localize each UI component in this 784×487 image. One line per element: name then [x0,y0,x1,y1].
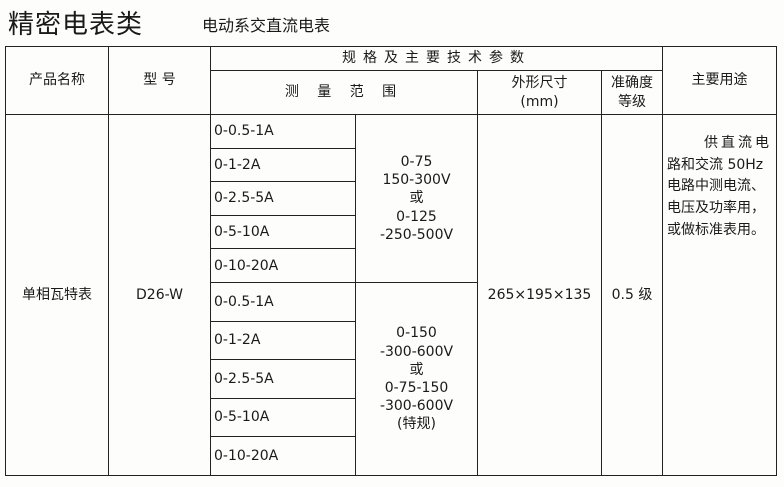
current-range: 0-1-2A [210,147,356,183]
current-range: 0-0.5-1A [210,114,356,149]
header-range: 测 量 范 围 [210,70,478,115]
current-range: 0-0.5-1A [210,282,356,322]
header-model: 型 号 [108,46,211,115]
header-name: 产品名称 [5,46,109,115]
size-unit: (mm) [520,93,559,110]
current-range: 0-10-20A [210,248,356,284]
accuracy-label: 准确度 [611,75,653,92]
header-usage: 主要用途 [662,46,777,115]
current-range: 0-2.5-5A [210,359,356,399]
header-spec: 规格及主要技术参数 [210,46,663,71]
current-range: 0-5-10A [210,214,356,250]
current-range: 0-2.5-5A [210,181,356,216]
accuracy-class: 0.5 级 [601,114,663,476]
current-range: 0-1-2A [210,320,356,361]
spec-table: 产品名称 型 号 规格及主要技术参数 主要用途 测 量 范 围 外形尺寸 (mm)… [5,46,777,476]
voltage-range-1: 0-75 150-300V 或 0-125 -250-500V [355,113,478,284]
voltage-range-2: 0-150 -300-600V 或 0-75-150 -300-600V (特规) [355,282,478,476]
header-accuracy: 准确度 等级 [601,70,663,115]
current-range: 0-10-20A [210,436,356,476]
size-label: 外形尺寸 [511,75,568,92]
dimensions: 265×195×135 [477,114,602,476]
accuracy-label-2: 等级 [618,93,646,110]
page-subtitle: 电动系交直流电表 [202,16,331,35]
page-title: 精密电表类 [8,10,144,40]
product-name: 单相瓦特表 [5,114,109,476]
usage: 供直流电 路和交流 50Hz 电路中测电流、 电压及功率用， 或做标准表用。 [662,114,777,476]
model: D26-W [108,114,211,476]
header-size: 外形尺寸 (mm) [477,70,602,115]
current-range: 0-5-10A [210,397,356,438]
